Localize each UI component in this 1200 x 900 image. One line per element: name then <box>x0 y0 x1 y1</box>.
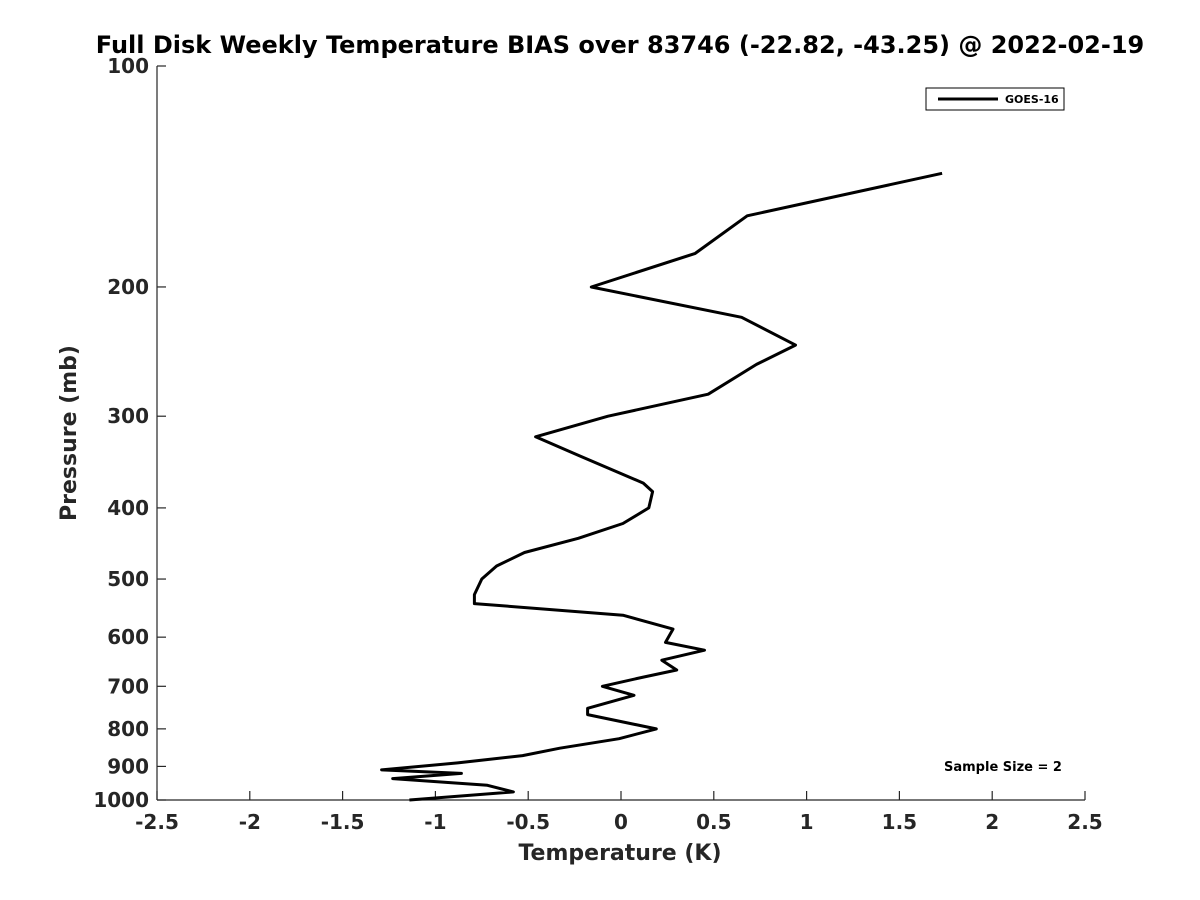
x-tick-label: 1 <box>800 810 814 834</box>
x-tick-label: 0.5 <box>696 810 731 834</box>
series-line-goes-16 <box>380 171 943 802</box>
y-tick-label: 100 <box>107 54 149 78</box>
y-tick-label: 700 <box>107 674 149 698</box>
axes <box>156 66 1085 801</box>
legend-entry-goes-16: GOES-16 <box>1005 93 1059 106</box>
y-tick-label: 900 <box>107 754 149 778</box>
y-tick-label: 400 <box>107 496 149 520</box>
x-axis-ticks: -2.5 -2 -1.5 -1 -0.5 0 0.5 1 1.5 2 2.5 <box>135 791 1103 834</box>
y-tick-label: 1000 <box>93 788 149 812</box>
y-axis-label: Pressure (mb) <box>57 345 82 521</box>
x-axis-label: Temperature (K) <box>518 841 721 866</box>
x-tick-label: 2 <box>985 810 999 834</box>
series-layer <box>380 171 943 802</box>
y-axis-ticks: 100 200 300 400 500 600 700 800 900 1000 <box>93 54 166 812</box>
x-tick-label: -1 <box>424 810 446 834</box>
x-tick-label: 2.5 <box>1067 810 1102 834</box>
x-tick-label: 0 <box>614 810 628 834</box>
y-tick-label: 600 <box>107 625 149 649</box>
sample-size-annotation: Sample Size = 2 <box>944 760 1062 775</box>
x-tick-label: -2.5 <box>135 810 179 834</box>
y-tick-label: 800 <box>107 717 149 741</box>
legend: GOES-16 <box>925 87 1065 111</box>
y-tick-label: 300 <box>107 404 149 428</box>
chart-title: Full Disk Weekly Temperature BIAS over 8… <box>96 31 1144 59</box>
x-tick-label: 1.5 <box>882 810 917 834</box>
x-tick-label: -2 <box>239 810 261 834</box>
y-tick-label: 200 <box>107 275 149 299</box>
x-tick-label: -1.5 <box>321 810 365 834</box>
y-tick-label: 500 <box>107 567 149 591</box>
x-tick-label: -0.5 <box>506 810 550 834</box>
